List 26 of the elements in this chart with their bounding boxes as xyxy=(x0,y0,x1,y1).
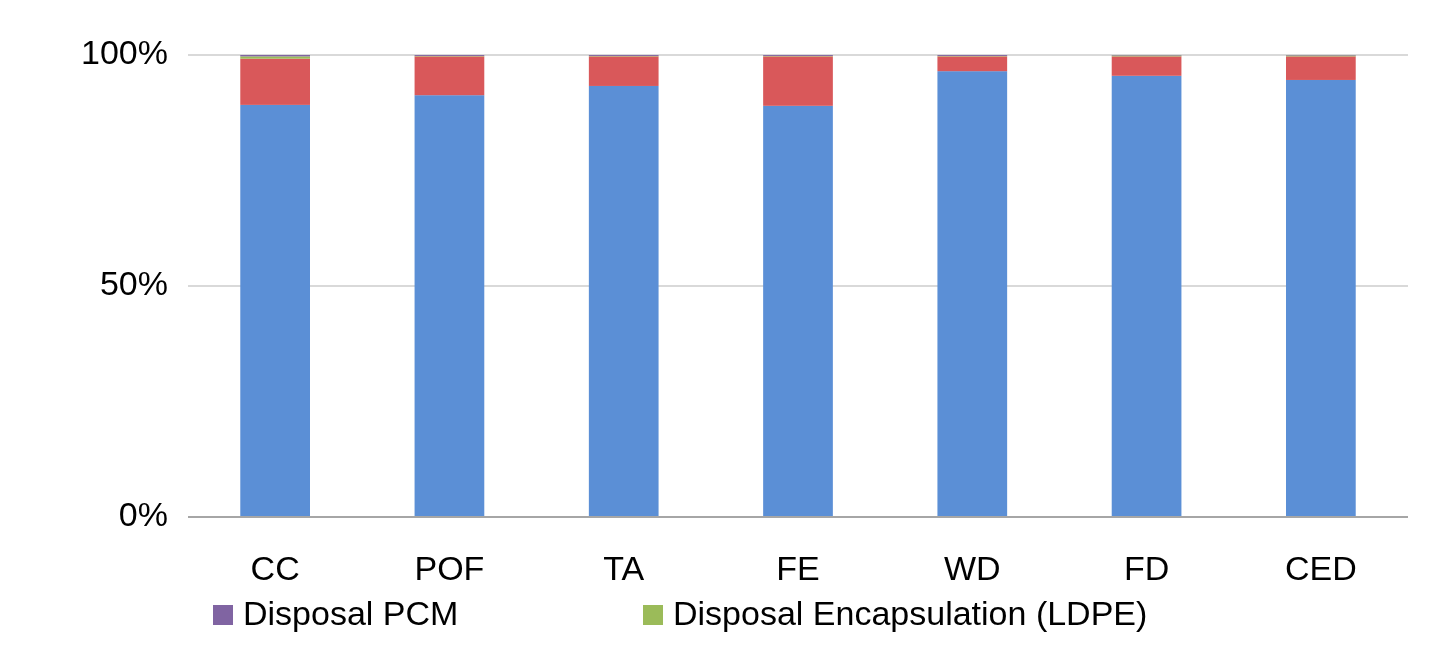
bar xyxy=(240,104,310,517)
bar xyxy=(763,56,833,106)
bar xyxy=(588,85,659,517)
bar xyxy=(937,71,1008,517)
x-tick-label: CC xyxy=(250,549,300,587)
bar xyxy=(763,105,833,517)
bar xyxy=(240,58,310,105)
x-tick-label: CED xyxy=(1284,549,1357,587)
x-tick-label: WD xyxy=(943,549,1001,587)
bar xyxy=(1286,79,1356,517)
bar xyxy=(1111,56,1182,76)
bar xyxy=(414,95,485,517)
bar xyxy=(414,56,485,96)
legend-label: Disposal Encapsulation (LDPE) xyxy=(673,593,1148,632)
legend-label: Disposal PCM xyxy=(243,593,459,632)
x-tick-label: TA xyxy=(603,549,645,587)
bar xyxy=(588,56,659,86)
y-tick-label: 0% xyxy=(118,494,168,533)
bar xyxy=(1111,75,1182,517)
y-tick-label: 50% xyxy=(99,263,168,302)
bar xyxy=(937,56,1008,72)
x-tick-label: FD xyxy=(1123,549,1170,587)
x-tick-label: FE xyxy=(776,549,820,587)
y-tick-label: 100% xyxy=(81,32,168,71)
x-tick-label: POF xyxy=(414,549,485,587)
bar xyxy=(1286,56,1356,80)
